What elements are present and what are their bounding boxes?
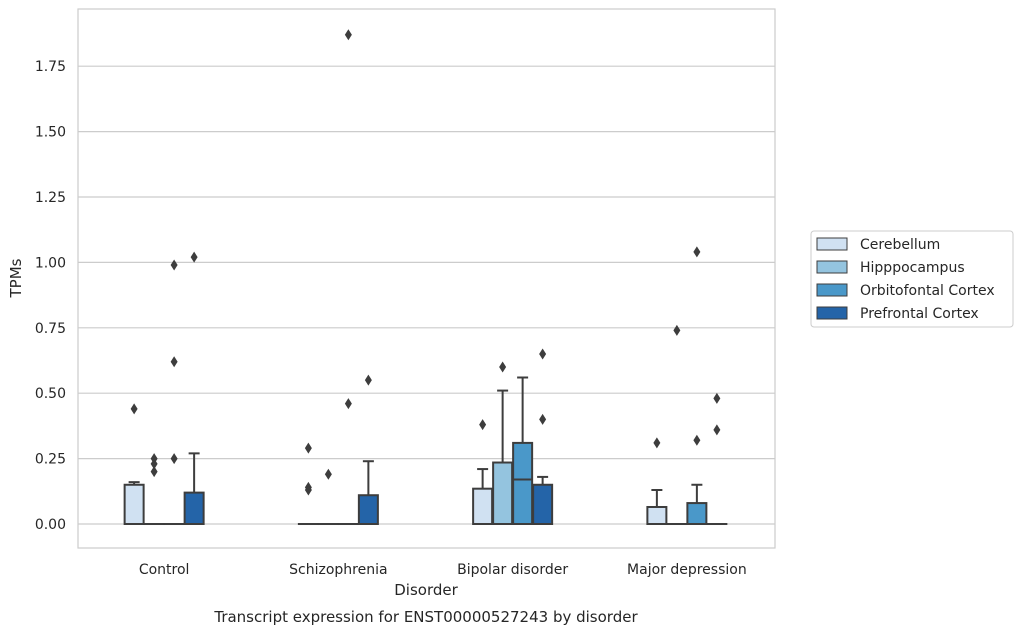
- y-tick-label: 0.50: [35, 386, 66, 402]
- box-prefrontal-cortex: [532, 348, 554, 526]
- outlier-point: [693, 246, 701, 258]
- chart-caption: Transcript expression for ENST0000052724…: [213, 608, 638, 626]
- legend-frame: [810, 230, 1014, 328]
- plot-frame: [77, 8, 776, 549]
- y-tick-label: 0.75: [35, 321, 66, 337]
- box-body: [183, 491, 205, 526]
- box-prefrontal-cortex: [183, 251, 205, 526]
- box-body: [472, 487, 494, 525]
- outlier-point: [344, 398, 352, 410]
- outlier-point: [539, 348, 547, 360]
- legend-swatch: [816, 237, 848, 251]
- outlier-point: [170, 259, 178, 271]
- outlier-point: [539, 413, 547, 425]
- box-prefrontal-cortex: [706, 392, 728, 526]
- y-tick-labels: 0.00 0.25 0.50 0.75 1.00 1.25 1.50 1.75: [35, 59, 66, 533]
- outlier-point: [713, 392, 721, 404]
- box-body: [686, 502, 708, 525]
- box-body: [532, 483, 554, 526]
- y-axis-label: TPMs: [7, 258, 25, 298]
- outlier-point: [499, 361, 507, 373]
- outlier-point: [713, 424, 721, 436]
- legend-swatch: [816, 283, 848, 297]
- box-cerebellum: [472, 419, 494, 525]
- y-tick-label: 1.75: [35, 59, 66, 75]
- outlier-point: [170, 356, 178, 368]
- box-orbitofontal-cortex: [686, 246, 708, 525]
- outlier-point: [150, 466, 158, 478]
- box-body: [123, 483, 145, 526]
- legend: Cerebellum Hipppocampus Orbitofontal Corte…: [810, 230, 1014, 328]
- y-tick-label: 1.00: [35, 255, 66, 271]
- boxes: [123, 29, 728, 526]
- legend-label: Orbitofontal Cortex: [860, 283, 995, 299]
- outlier-point: [304, 442, 312, 454]
- y-tick-label: 1.50: [35, 125, 66, 141]
- outlier-point: [653, 437, 661, 449]
- box-body: [357, 494, 379, 525]
- outlier-point: [693, 434, 701, 446]
- box-cerebellum: [646, 437, 668, 526]
- box-body: [646, 505, 668, 526]
- box-orbitofontal-cortex: [512, 376, 534, 525]
- outlier-point: [130, 403, 138, 415]
- x-tick-label: Schizophrenia: [289, 562, 387, 578]
- box-orbitofontal-cortex: [163, 259, 185, 526]
- box-prefrontal-cortex: [357, 374, 379, 525]
- box-cerebellum: [123, 403, 145, 526]
- y-tick-label: 0.00: [35, 517, 66, 533]
- box-hipppocampus: [143, 453, 165, 526]
- outlier-point: [344, 29, 352, 41]
- legend-label: Cerebellum: [860, 237, 940, 253]
- outlier-point: [479, 419, 487, 431]
- plot-background: [78, 9, 775, 548]
- y-tick-label: 0.25: [35, 452, 66, 468]
- outlier-point: [673, 324, 681, 336]
- legend-swatch: [816, 306, 848, 320]
- box-body: [512, 441, 534, 525]
- x-tick-label: Control: [139, 562, 190, 578]
- x-tick-label: Major depression: [627, 562, 747, 578]
- box-body: [492, 461, 514, 525]
- y-tick-label: 1.25: [35, 190, 66, 206]
- outlier-point: [190, 251, 198, 263]
- x-tick-label: Bipolar disorder: [457, 562, 568, 578]
- outlier-point: [150, 458, 158, 470]
- outlier-point: [324, 468, 332, 480]
- outlier-point: [170, 453, 178, 465]
- x-tick-labels: Control Schizophrenia Bipolar disorder Majo…: [139, 562, 747, 578]
- x-axis-label: Disorder: [394, 581, 458, 599]
- legend-label: Hipppocampus: [860, 260, 965, 276]
- outlier-point: [304, 484, 312, 496]
- legend-label: Prefrontal Cortex: [860, 306, 979, 322]
- outlier-point: [364, 374, 372, 386]
- legend-swatch: [816, 260, 848, 274]
